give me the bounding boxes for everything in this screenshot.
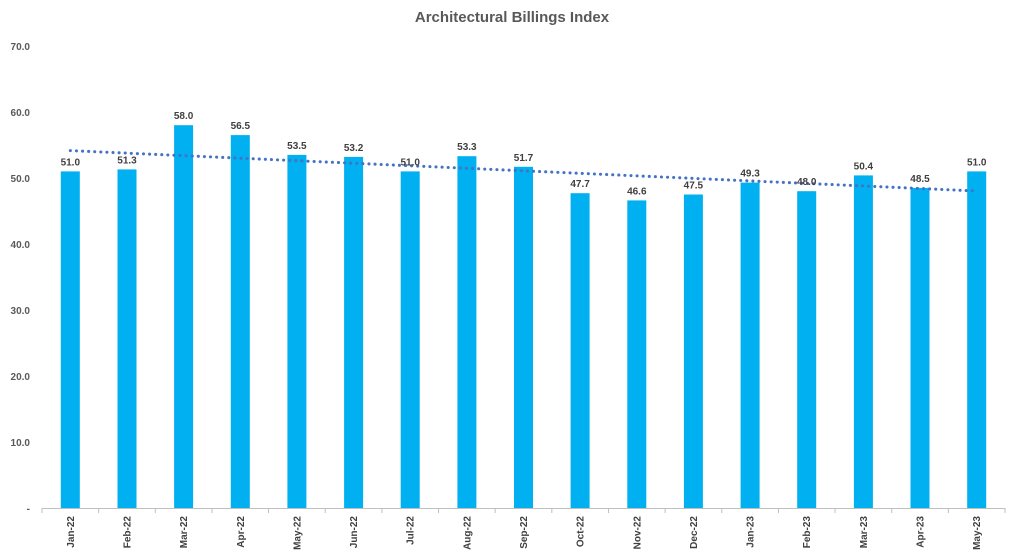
data-label: 53.2 [344,143,364,154]
x-tick-label: Sep-22 [519,516,530,549]
bars [60,125,987,509]
x-tick-label: Oct-22 [576,516,587,548]
bar-feb-22 [117,169,137,508]
bar-aug-22 [457,156,477,508]
data-label: 48.5 [910,174,930,185]
y-tick-label: 60.0 [11,108,31,119]
trendline-line [68,149,979,193]
bar-may-23 [967,171,987,508]
y-tick-label: 20.0 [11,372,31,383]
bar-mar-22 [174,125,194,508]
data-label: 51.0 [400,157,420,168]
data-label: 50.4 [854,161,874,172]
x-tick-label: Nov-22 [632,516,643,550]
x-tick-label: Dec-22 [689,516,700,549]
y-axis: - 10.0 20.0 30.0 40.0 50.0 60.0 70.0 [11,42,31,515]
data-label: 58.0 [174,111,194,122]
bar-jan-23 [740,182,760,508]
x-tick-label: Aug-22 [462,516,473,550]
y-tick-label: - [27,504,30,515]
bar-may-22 [287,154,307,508]
x-tick-label: May-23 [972,516,983,550]
data-label: 51.0 [61,157,81,168]
data-label: 51.7 [514,153,534,164]
chart-title: Architectural Billings Index [414,9,610,26]
x-tick-label: Jan-22 [66,516,77,548]
bar-apr-23 [910,187,930,508]
data-label: 48.0 [797,177,817,188]
y-tick-label: 30.0 [11,306,31,317]
data-label: 51.0 [967,157,987,168]
y-tick-label: 50.0 [11,174,31,185]
x-tick-label: Jan-23 [746,516,757,548]
bar-mar-23 [853,175,873,508]
data-label: 47.7 [570,179,590,190]
data-label: 53.5 [287,141,307,152]
data-label: 56.5 [231,121,251,132]
bar-dec-22 [683,194,703,508]
bar-oct-22 [570,193,590,508]
data-label: 47.5 [684,181,704,192]
data-label: 53.3 [457,142,477,153]
x-tick-label: Mar-23 [859,516,870,549]
data-label: 51.3 [117,155,137,166]
y-tick-label: 40.0 [11,240,31,251]
data-label: 49.3 [740,169,760,180]
x-tick-label: Apr-22 [236,516,247,548]
y-tick-label: 10.0 [11,438,31,449]
x-tick-label: Feb-22 [122,516,133,549]
x-tick-label: Jul-22 [406,516,417,545]
bar-apr-22 [230,135,250,508]
x-tick-label: Apr-23 [916,516,927,548]
y-tick-label: 70.0 [11,42,31,53]
x-tick-label: Mar-22 [179,516,190,549]
bar-jan-22 [60,171,80,508]
bar-jun-22 [344,156,364,508]
data-label: 46.6 [627,186,647,197]
trendline [68,149,979,193]
bar-sep-22 [514,166,533,509]
bar-jul-22 [400,171,420,508]
x-tick-label: May-22 [292,516,303,550]
x-tick-label: Feb-23 [802,516,813,549]
x-axis: Jan-22 Feb-22 Mar-22 Apr-22 May-22 Jun-22 Jul-… [41,508,1006,550]
data-labels: 51.0 51.3 58.0 56.5 53.5 53.2 51.0 53.3 51.7 47.7… [61,111,987,197]
bar-feb-23 [797,191,817,508]
x-tick-label: Jun-22 [349,516,360,549]
bar-nov-22 [627,200,647,508]
